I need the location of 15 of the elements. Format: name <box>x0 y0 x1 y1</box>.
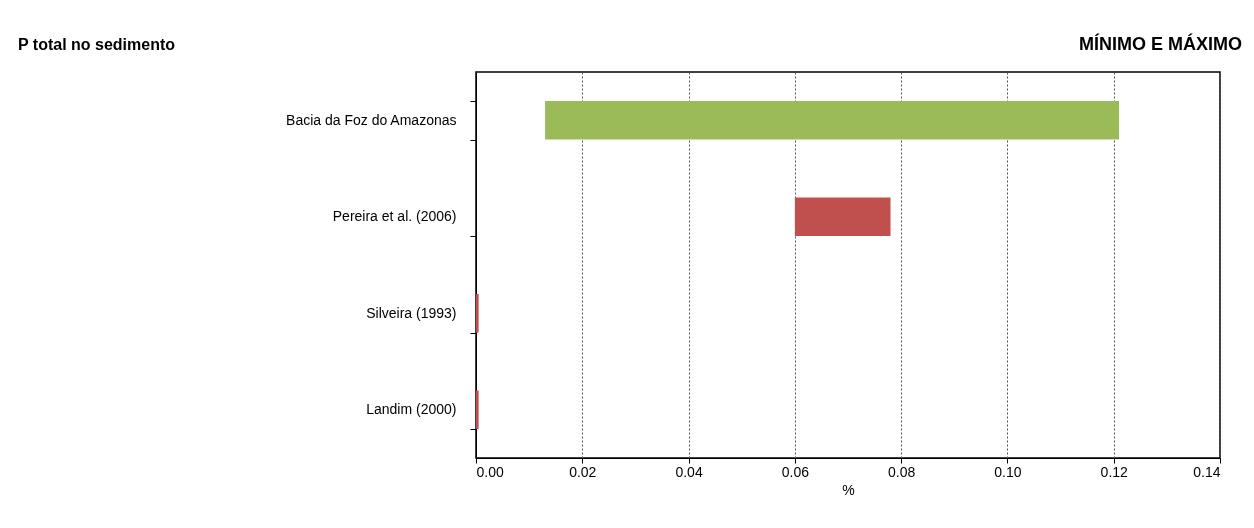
y-tick-label: Landim (2000) <box>366 401 457 418</box>
x-tick-label: 0.08 <box>888 463 916 480</box>
text: P total no sedimento <box>18 36 176 53</box>
chart-subtitle: MÍNIMO E MÁXIMO <box>1079 33 1242 54</box>
x-tick-label: 0.06 <box>781 463 810 480</box>
x-tick-label: 0.12 <box>1100 463 1129 480</box>
y-tick-label: Bacia da Foz do Amazonas <box>286 111 457 128</box>
x-axis-title: % <box>842 481 855 498</box>
x-tick-label: 0.14 <box>1193 463 1221 480</box>
x-tick-label: 0.00 <box>476 463 504 480</box>
x-tick-label: 0.02 <box>569 463 597 480</box>
y-tick-label: Pereira et al. (2006) <box>332 208 457 225</box>
y-tick-label: Silveira (1993) <box>366 304 457 321</box>
x-tick-label: 0.04 <box>675 463 703 480</box>
x-tick-label: 0.10 <box>994 463 1022 480</box>
